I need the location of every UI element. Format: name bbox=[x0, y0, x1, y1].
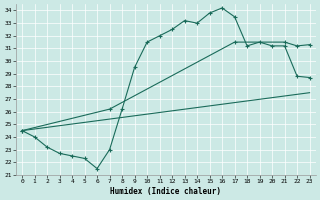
X-axis label: Humidex (Indice chaleur): Humidex (Indice chaleur) bbox=[110, 187, 221, 196]
